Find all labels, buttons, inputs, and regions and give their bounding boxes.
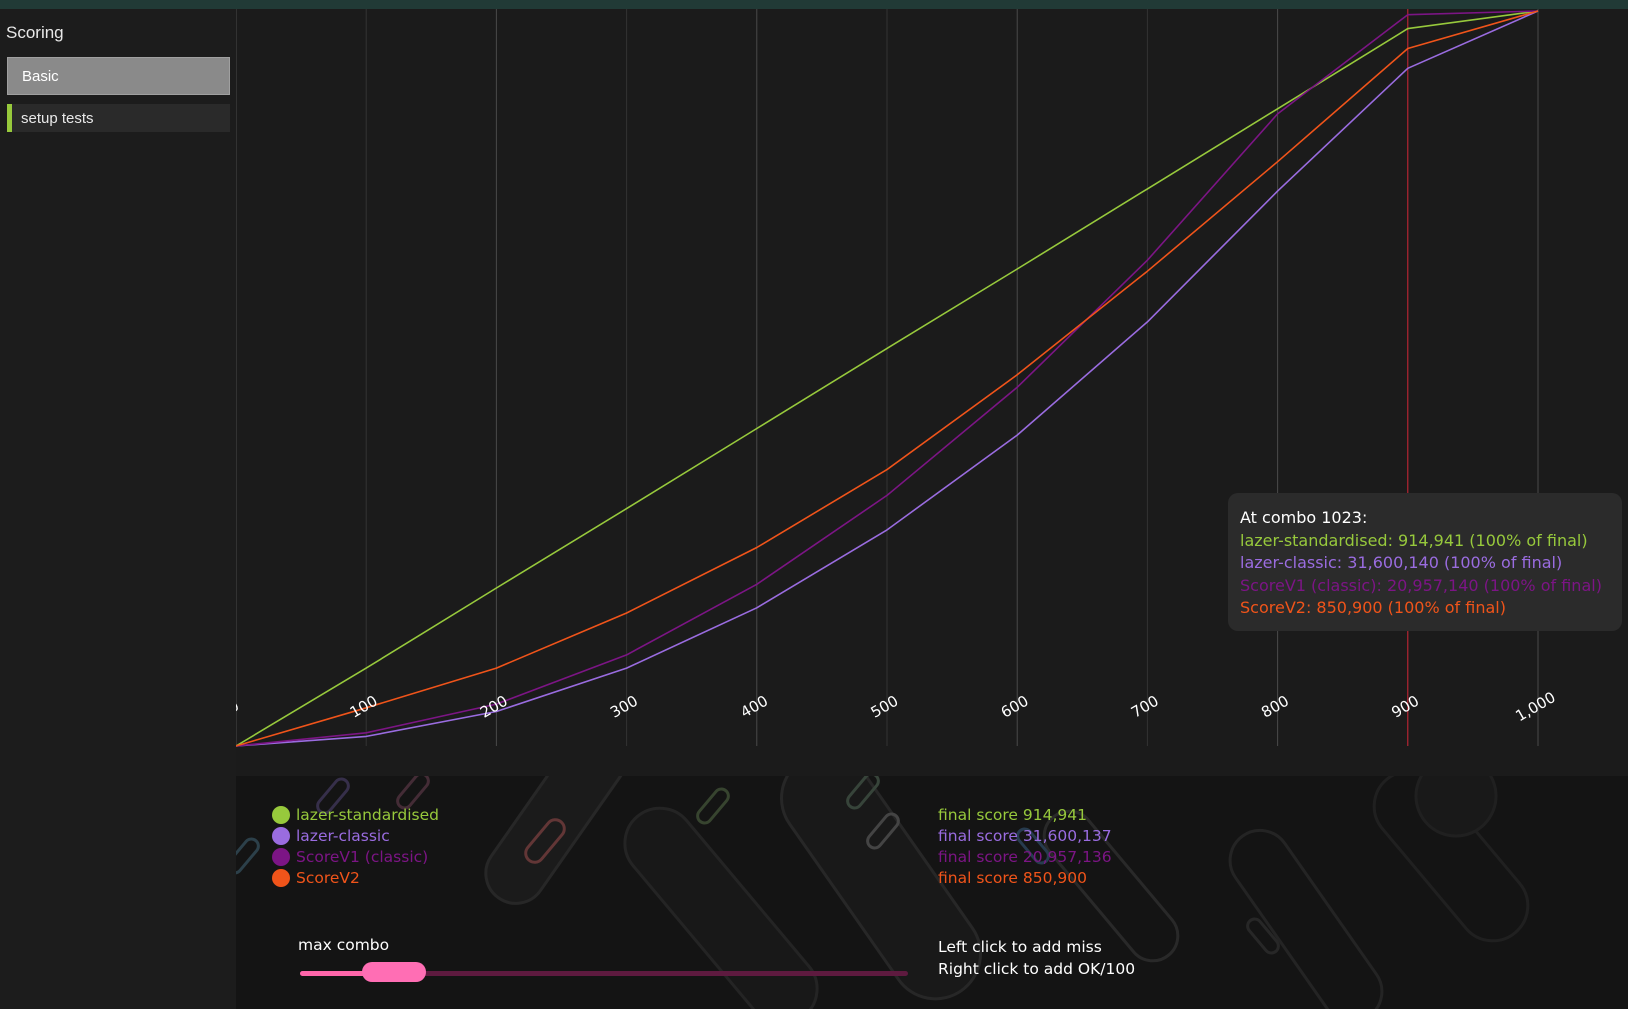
top-bar — [0, 0, 1628, 9]
slider-fill — [300, 971, 395, 976]
legend-dot — [272, 826, 290, 845]
x-tick-label: 100 — [347, 692, 381, 722]
x-tick-label: 0 — [236, 696, 242, 716]
final-score-lazer-standardised: final score 914,941 — [938, 805, 1087, 824]
slider-thumb[interactable] — [362, 962, 427, 982]
max-combo-slider[interactable] — [300, 962, 908, 982]
legend: lazer-standardised lazer-classic ScoreV1… — [272, 804, 439, 888]
controls-panel: lazer-standardised lazer-classic ScoreV1… — [236, 776, 1628, 1009]
x-tick-label: 700 — [1128, 692, 1162, 722]
tooltip-line-lazer-classic: lazer-classic: 31,600,140 (100% of final… — [1240, 553, 1563, 572]
x-tick-label: 300 — [607, 692, 641, 722]
sidebar-item-setup-tests[interactable]: setup tests — [7, 104, 230, 132]
combo-tooltip: At combo 1023: lazer-standardised: 914,9… — [1228, 493, 1622, 631]
tooltip-line-scorev1: ScoreV1 (classic): 20,957,140 (100% of f… — [1240, 575, 1602, 595]
legend-label: lazer-classic — [296, 826, 390, 845]
hint-left-click: Left click to add miss — [938, 938, 1102, 956]
sidebar-item-basic[interactable]: Basic — [7, 57, 230, 95]
x-tick-label: 200 — [477, 692, 511, 722]
x-tick-label: 1,000 — [1512, 688, 1558, 725]
score-graph[interactable]: 0 100 200 300 400 500 600 700 800 900 1,000 — [236, 9, 1628, 776]
x-tick-label: 800 — [1258, 692, 1292, 722]
background-pattern — [236, 776, 1530, 1009]
tooltip-header: At combo 1023: — [1240, 508, 1368, 527]
legend-label: ScoreV2 — [296, 868, 360, 887]
legend-dot — [272, 868, 290, 887]
legend-item-scorev2[interactable]: ScoreV2 — [272, 867, 439, 888]
slider-track[interactable] — [300, 971, 908, 976]
x-tick-label: 500 — [868, 692, 902, 722]
click-hints: Left click to add miss Right click to ad… — [938, 936, 1135, 980]
tooltip-line-lazer-standardised: lazer-standardised: 914,941 (100% of fin… — [1240, 530, 1588, 550]
legend-item-scorev1-classic[interactable]: ScoreV1 (classic) — [272, 846, 439, 867]
sidebar-title: Scoring — [6, 23, 64, 42]
final-score-lazer-classic: final score 31,600,137 — [938, 826, 1112, 845]
legend-label: lazer-standardised — [296, 805, 439, 824]
legend-dot — [272, 805, 290, 824]
hint-right-click: Right click to add OK/100 — [938, 960, 1136, 978]
final-scores: final score 914,941 final score 31,600,1… — [938, 804, 1112, 888]
series-line-lazer-standardised — [236, 10, 1539, 747]
max-combo-label: max combo — [298, 936, 390, 954]
sidebar-item-label: Basic — [22, 67, 59, 85]
final-score-scorev2: final score 850,900 — [938, 868, 1087, 887]
score-chart[interactable]: 0 100 200 300 400 500 600 700 800 900 1,000 — [236, 9, 1628, 776]
legend-item-lazer-standardised[interactable]: lazer-standardised — [272, 804, 439, 825]
sidebar: Scoring Basic setup tests — [0, 9, 236, 1009]
series-line-scorev2 — [236, 10, 1539, 747]
legend-item-lazer-classic[interactable]: lazer-classic — [272, 825, 439, 846]
legend-label: ScoreV1 (classic) — [296, 847, 429, 866]
legend-dot — [272, 847, 290, 866]
step-accent-bar — [7, 104, 12, 132]
final-score-scorev1: final score 20,957,136 — [938, 847, 1112, 866]
x-tick-label: 600 — [998, 692, 1032, 722]
x-tick-label: 400 — [737, 692, 771, 722]
tooltip-line-scorev2: ScoreV2: 850,900 (100% of final) — [1240, 598, 1506, 617]
series-line-lazer-classic — [236, 10, 1539, 747]
series-line-scorev1-classic — [236, 10, 1539, 747]
sidebar-item-label: setup tests — [21, 109, 94, 127]
x-tick-label: 900 — [1388, 692, 1422, 722]
